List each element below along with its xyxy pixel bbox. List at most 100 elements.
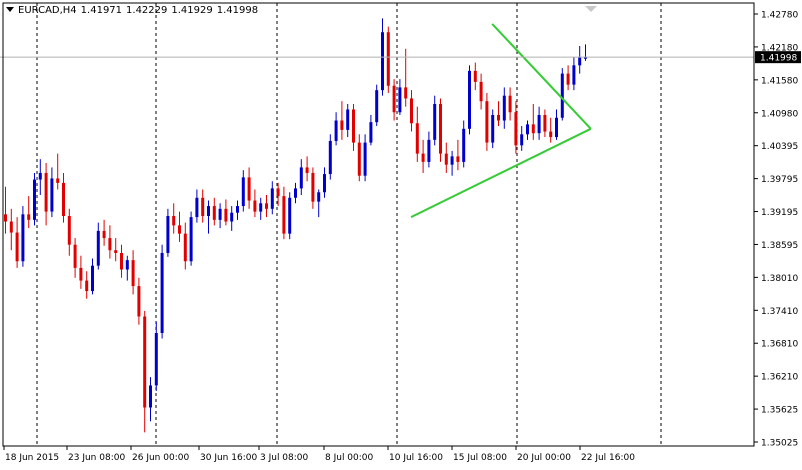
x-tick-label: 26 Jun 00:00 <box>132 453 189 463</box>
candle <box>427 131 431 168</box>
candle-body <box>62 182 65 216</box>
candle-body <box>473 70 477 82</box>
candle <box>265 195 268 218</box>
candle-body <box>531 124 535 134</box>
candle <box>404 48 408 107</box>
candle <box>328 134 332 180</box>
candle <box>67 208 71 256</box>
candle-body <box>392 85 396 113</box>
candle-body <box>456 156 460 162</box>
candle <box>421 139 425 173</box>
candle <box>85 271 89 299</box>
candle-body <box>137 286 141 317</box>
candle <box>323 167 326 198</box>
candle <box>578 46 582 74</box>
candle-body <box>549 131 553 138</box>
candle-body <box>120 252 123 270</box>
candle <box>537 106 541 140</box>
candle <box>201 189 205 223</box>
candle <box>433 95 437 146</box>
axes: 1.42780 1.42180 1.41580 1.40980 1.40395 1.397… <box>2 2 801 463</box>
candles <box>4 18 587 433</box>
candle <box>334 112 338 146</box>
triangle-pattern[interactable] <box>410 23 592 218</box>
candle <box>125 255 129 281</box>
candle <box>572 57 576 91</box>
candle-body <box>369 122 373 143</box>
shift-marker-icon[interactable] <box>585 6 597 12</box>
open-value: 1.41971 <box>80 5 123 16</box>
candle <box>79 255 83 289</box>
candle-body <box>236 206 239 213</box>
candle <box>195 189 199 223</box>
candle <box>386 26 390 93</box>
candle-body <box>160 252 164 333</box>
candle-body <box>421 153 425 162</box>
candle-body <box>497 114 500 121</box>
candle-body <box>502 95 506 121</box>
candle <box>357 134 361 182</box>
current-price-badge <box>755 51 801 64</box>
candle <box>299 159 303 196</box>
candle <box>9 208 13 251</box>
candle-body <box>479 81 483 102</box>
candle <box>346 103 350 138</box>
candle <box>160 244 164 339</box>
candle-body <box>4 214 7 222</box>
dropdown-arrow-icon[interactable] <box>6 7 14 12</box>
candle-body <box>357 142 361 176</box>
candle-body <box>195 197 199 218</box>
candle-body <box>276 188 280 197</box>
candle-body <box>114 250 118 253</box>
candle-body <box>265 203 268 209</box>
trendline <box>491 23 592 130</box>
candle-body <box>259 203 263 212</box>
candle-body <box>328 140 332 175</box>
close-value: 1.41998 <box>216 5 259 16</box>
candle <box>178 211 181 242</box>
candle <box>259 197 263 220</box>
candle <box>218 203 222 229</box>
candle-body <box>555 117 558 138</box>
x-tick-label: 22 Jul 16:00 <box>581 453 635 463</box>
candle-body <box>317 192 321 202</box>
y-tick-label: 1.38010 <box>761 274 798 284</box>
candle-body <box>282 196 286 234</box>
candle <box>38 159 42 196</box>
candle <box>102 219 106 246</box>
x-tick-label: 23 Jun 08:00 <box>68 453 125 463</box>
candle <box>526 120 529 140</box>
x-tick-label: 30 Jun 16:00 <box>200 453 257 463</box>
candle <box>375 84 379 127</box>
candle-body <box>91 265 94 292</box>
candle-body <box>224 208 228 222</box>
candle <box>305 156 309 182</box>
candle-body <box>526 124 529 135</box>
vertical-grid <box>36 3 662 446</box>
candle <box>207 200 210 234</box>
candle <box>131 250 135 295</box>
candle-body <box>520 134 524 146</box>
candle-body <box>584 57 587 59</box>
candle-body <box>253 200 257 212</box>
candle-body <box>131 260 135 287</box>
candle <box>120 244 123 278</box>
candle <box>473 62 477 91</box>
candle-body <box>404 87 408 99</box>
candle <box>212 197 216 226</box>
candle <box>172 203 176 234</box>
chart-header: EURCAD,H4 1.41971 1.42229 1.41929 1.41998 <box>6 5 262 16</box>
candle-body <box>514 112 518 146</box>
candle <box>149 377 152 422</box>
candle-body <box>9 221 13 233</box>
candle <box>444 142 448 173</box>
candle <box>415 106 419 162</box>
candle <box>241 170 245 212</box>
candle-body <box>560 73 564 118</box>
low-value: 1.41929 <box>171 5 213 16</box>
candle-body <box>270 188 274 209</box>
candle <box>91 258 94 295</box>
candle <box>282 186 286 240</box>
